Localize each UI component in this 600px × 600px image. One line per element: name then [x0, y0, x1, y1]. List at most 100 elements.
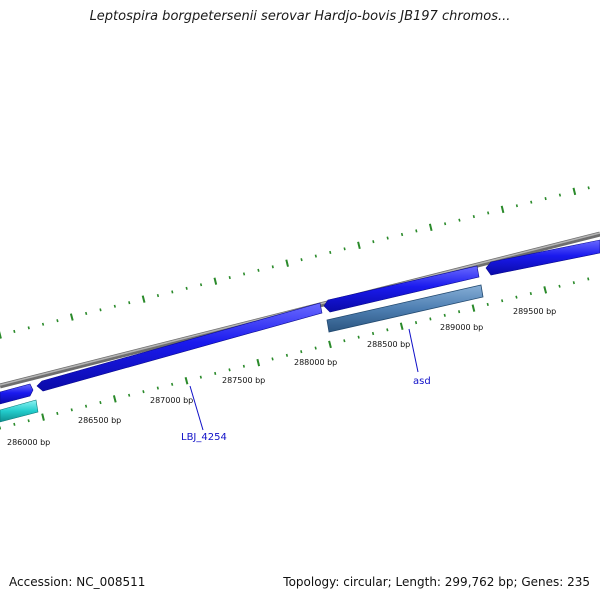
tick-mark	[242, 272, 246, 276]
tick-mark	[142, 390, 145, 394]
gene-arrow[interactable]	[323, 265, 480, 313]
tick-mark	[530, 200, 533, 204]
tick-mark	[156, 386, 159, 390]
gene-arrow[interactable]	[485, 239, 600, 276]
tick-mark	[13, 422, 16, 426]
tick-mark	[415, 229, 418, 233]
callout-line	[408, 328, 419, 373]
tick-mark	[558, 193, 562, 197]
gene-arrow[interactable]	[36, 302, 323, 392]
tick-mark	[214, 371, 217, 375]
tick-label: 286000 bp	[7, 438, 50, 447]
tick-mark	[414, 321, 418, 325]
tick-mark	[27, 326, 30, 330]
tick-mark	[228, 275, 231, 280]
tick-mark	[27, 419, 30, 423]
map-title: Leptospira borgpetersenii serovar Hardjo…	[89, 9, 511, 24]
outer-tick-row	[0, 186, 590, 339]
tick-mark	[199, 375, 202, 379]
tick-mark	[515, 295, 518, 299]
tick-mark	[386, 236, 389, 240]
tick-mark	[486, 302, 489, 307]
gene-features[interactable]	[0, 239, 600, 423]
tick-label: 286500 bp	[78, 416, 121, 425]
tick-mark	[399, 322, 404, 330]
tick-mark	[500, 205, 505, 214]
tick-mark	[343, 339, 346, 343]
tick-mark	[184, 377, 189, 385]
tick-mark	[41, 413, 45, 421]
tick-mark	[314, 254, 317, 258]
tick-mark	[70, 408, 73, 412]
tick-mark	[228, 368, 231, 372]
tick-mark	[544, 197, 547, 201]
tick-mark	[85, 311, 88, 316]
tick-mark	[128, 301, 131, 305]
tick-mark	[13, 329, 16, 334]
tick-mark	[429, 317, 432, 321]
tick-mark	[199, 283, 203, 287]
gene-label-lbj-4254[interactable]: LBJ_4254	[181, 432, 227, 443]
tick-mark	[271, 265, 274, 269]
tick-mark	[156, 293, 160, 298]
tick-mark	[471, 304, 476, 312]
tick-mark	[515, 204, 518, 208]
tick-mark	[185, 286, 188, 290]
tick-mark	[357, 241, 361, 250]
tick-mark	[400, 232, 404, 237]
tick-mark	[257, 268, 260, 272]
tick-mark	[572, 281, 575, 285]
tick-mark	[242, 364, 245, 368]
tick-mark	[99, 308, 102, 312]
tick-mark	[371, 331, 375, 336]
tick-mark	[171, 382, 174, 386]
tick-mark	[444, 222, 447, 226]
tick-mark	[558, 284, 561, 288]
tick-mark	[141, 295, 146, 303]
tick-mark	[472, 214, 475, 219]
inner-tick-row	[0, 277, 590, 430]
tick-mark	[357, 335, 360, 339]
tick-mark	[458, 218, 461, 222]
tick-mark	[84, 404, 88, 408]
callout-line	[189, 385, 204, 431]
tick-label: 288500 bp	[367, 340, 410, 349]
tick-mark	[587, 277, 590, 281]
topology-text: Topology: circular; Length: 299,762 bp; …	[283, 575, 590, 589]
tick-mark	[0, 331, 2, 339]
gene-asd-selected[interactable]	[326, 284, 484, 333]
tick-mark	[213, 277, 218, 285]
tick-mark	[171, 290, 174, 294]
tick-mark	[285, 353, 289, 357]
tick-label: 289000 bp	[440, 323, 483, 332]
tick-mark	[572, 187, 577, 196]
tick-mark	[314, 346, 317, 350]
tick-mark	[56, 411, 59, 416]
tick-mark	[128, 393, 131, 397]
tick-mark	[343, 247, 346, 251]
tick-mark	[543, 286, 548, 294]
tick-mark	[41, 322, 45, 326]
tick-mark	[256, 358, 261, 367]
tick-mark	[487, 211, 490, 215]
tick-mark	[328, 340, 332, 349]
tick-mark	[112, 395, 117, 403]
tick-mark	[271, 357, 274, 361]
tick-label: 288000 bp	[294, 358, 337, 367]
tick-mark	[113, 304, 116, 308]
tick-mark	[329, 250, 332, 255]
tick-mark	[300, 258, 303, 262]
tick-mark	[300, 350, 303, 354]
tick-mark	[99, 400, 102, 405]
tick-mark	[69, 313, 74, 321]
gene-callouts: LBJ_4254 asd	[181, 328, 431, 443]
tick-mark	[428, 223, 433, 232]
tick-mark	[587, 186, 590, 190]
tick-mark	[443, 313, 446, 317]
gene-label-asd[interactable]: asd	[413, 376, 431, 387]
gene-cyan[interactable]	[0, 399, 39, 423]
gene-arrow[interactable]	[0, 383, 34, 405]
tick-label: 287000 bp	[150, 396, 193, 405]
tick-label: 289500 bp	[513, 307, 556, 316]
